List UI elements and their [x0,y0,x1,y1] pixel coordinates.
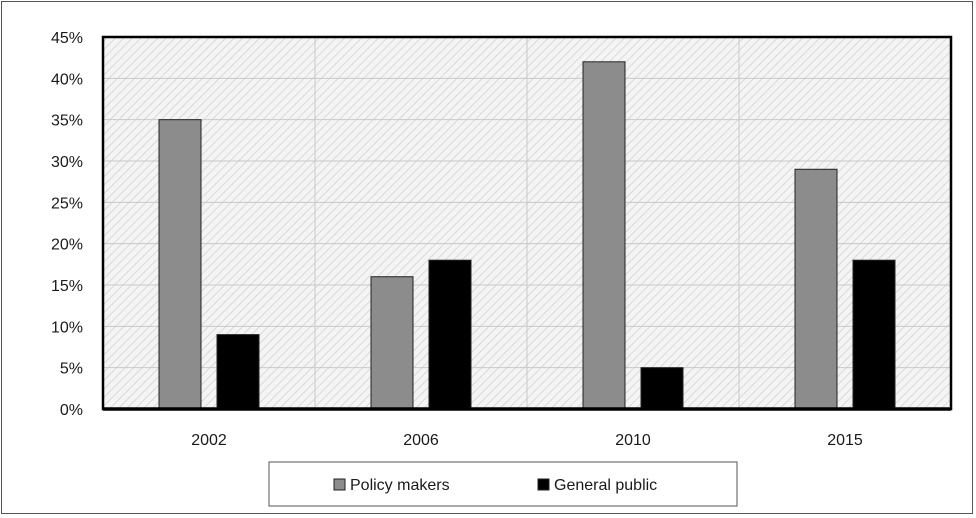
bar-general-public-2015 [852,259,896,410]
y-tick-label: 5% [60,361,83,378]
bar-general-public-2010 [640,367,684,410]
bar-policy-makers-2002 [158,119,202,410]
legend-label-general-public: General public [554,477,657,494]
y-tick-label: 45% [51,30,83,47]
y-tick-label: 40% [51,71,83,88]
legend-box [268,461,738,507]
axes [101,35,953,411]
x-tick-label: 2015 [827,432,863,449]
legend-swatch-general-public [537,478,550,491]
y-tick-label: 35% [51,113,83,130]
bar-policy-makers-2010 [582,61,626,410]
legend-swatch-policy-makers [333,478,346,491]
bar-general-public-2002 [216,334,260,410]
bars [158,61,896,410]
y-tick-label: 0% [60,402,83,419]
x-tick-label: 2006 [403,432,439,449]
x-tick-label: 2002 [191,432,227,449]
bar-policy-makers-2015 [794,168,838,410]
y-tick-label: 30% [51,154,83,171]
y-tick-label: 15% [51,278,83,295]
x-tick-labels: 2002 2006 2010 2015 [191,432,863,449]
bar-policy-makers-2006 [370,276,414,410]
y-tick-label: 10% [51,319,83,336]
x-tick-label: 2010 [615,432,651,449]
y-tick-label: 20% [51,237,83,254]
y-tick-labels: 0% 5% 10% 15% 20% 25% 30% 35% 40% 45% [51,30,83,419]
bar-general-public-2006 [428,259,472,410]
y-tick-label: 25% [51,195,83,212]
legend-label-policy-makers: Policy makers [350,477,450,494]
legend: Policy makers General public [268,461,738,507]
